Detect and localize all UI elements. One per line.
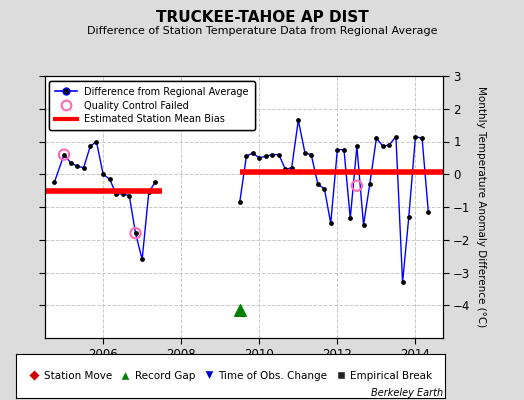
- Point: [151, 179, 159, 186]
- Legend: Difference from Regional Average, Quality Control Failed, Estimated Station Mean: Difference from Regional Average, Qualit…: [49, 81, 255, 130]
- Point: [242, 153, 250, 160]
- Point: [125, 192, 134, 199]
- Point: [105, 176, 114, 182]
- Point: [405, 214, 413, 220]
- Point: [118, 191, 127, 197]
- Point: [307, 151, 315, 158]
- Y-axis label: Monthly Temperature Anomaly Difference (°C): Monthly Temperature Anomaly Difference (…: [476, 86, 486, 328]
- Point: [320, 186, 329, 192]
- Legend: Station Move, Record Gap, Time of Obs. Change, Empirical Break: Station Move, Record Gap, Time of Obs. C…: [26, 368, 435, 384]
- Point: [411, 133, 420, 140]
- Point: [138, 256, 146, 263]
- Point: [261, 153, 270, 160]
- Point: [418, 135, 427, 142]
- Point: [385, 142, 394, 148]
- Point: [67, 160, 75, 166]
- Point: [248, 150, 257, 156]
- Point: [281, 166, 290, 172]
- Point: [372, 135, 380, 142]
- Point: [301, 150, 309, 156]
- Point: [255, 155, 264, 161]
- Point: [366, 181, 374, 187]
- Point: [340, 146, 348, 153]
- Point: [353, 182, 361, 189]
- Point: [99, 171, 107, 178]
- Point: [424, 209, 432, 215]
- Point: [275, 151, 283, 158]
- Text: TRUCKEE-TAHOE AP DIST: TRUCKEE-TAHOE AP DIST: [156, 10, 368, 25]
- Point: [359, 222, 368, 228]
- Point: [346, 215, 354, 222]
- Point: [236, 199, 244, 205]
- Point: [60, 151, 68, 158]
- Point: [132, 230, 140, 236]
- Text: Berkeley Earth: Berkeley Earth: [370, 388, 443, 398]
- Point: [294, 117, 302, 124]
- Point: [326, 220, 335, 226]
- Point: [314, 181, 322, 187]
- Text: Difference of Station Temperature Data from Regional Average: Difference of Station Temperature Data f…: [87, 26, 437, 36]
- Point: [73, 163, 81, 169]
- Point: [392, 133, 400, 140]
- Point: [288, 164, 296, 171]
- Point: [398, 279, 407, 286]
- Point: [132, 230, 140, 236]
- Point: [145, 189, 153, 196]
- Point: [50, 179, 59, 186]
- Point: [60, 151, 68, 158]
- Point: [379, 143, 387, 150]
- Point: [92, 138, 101, 145]
- Point: [236, 307, 244, 313]
- Point: [80, 164, 88, 171]
- Point: [353, 143, 361, 150]
- Point: [268, 151, 276, 158]
- Point: [333, 146, 342, 153]
- Point: [86, 143, 94, 150]
- Point: [112, 191, 120, 197]
